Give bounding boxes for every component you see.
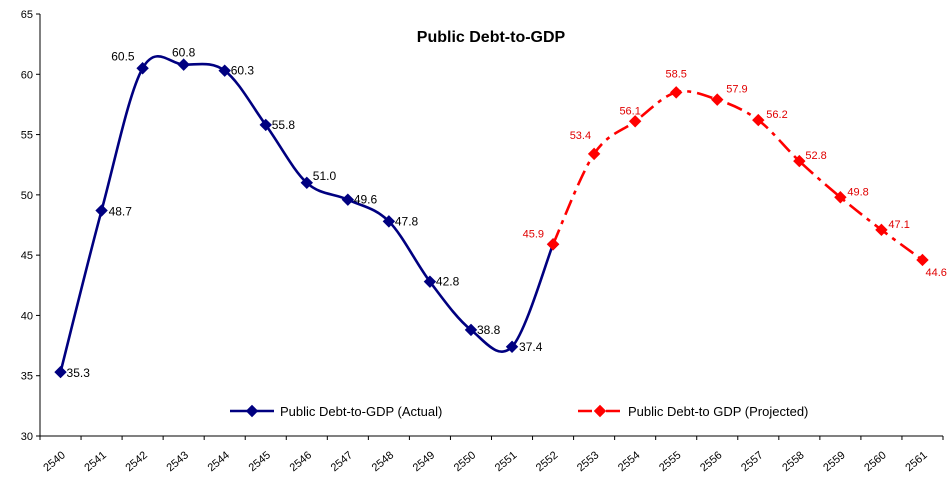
data-label: 56.2	[766, 109, 787, 121]
series-line	[551, 90, 924, 262]
data-label: 60.3	[231, 64, 255, 78]
data-point-marker	[300, 176, 314, 190]
x-tick-label: 2547	[329, 449, 355, 474]
x-tick-label: 2541	[82, 449, 108, 474]
x-tick-label: 2550	[452, 449, 478, 474]
data-label: 35.3	[67, 366, 91, 380]
legend-marker	[593, 404, 607, 418]
x-tick-label: 2561	[903, 449, 929, 474]
data-point-marker	[177, 58, 190, 71]
data-point-marker	[793, 154, 806, 168]
data-point-marker	[54, 365, 67, 379]
x-tick-label: 2549	[411, 449, 437, 474]
data-label: 47.1	[888, 219, 909, 231]
data-point-marker	[505, 340, 519, 353]
x-tick-label: 2554	[616, 449, 642, 474]
x-tick-label: 2540	[41, 449, 67, 474]
chart-legend: Public Debt-to-GDP (Actual) Public Debt-t…	[230, 404, 808, 419]
legend-marker	[245, 404, 259, 418]
data-label: 49.6	[354, 193, 378, 207]
x-tick-label: 2560	[862, 449, 888, 474]
data-label: 37.4	[519, 340, 543, 354]
legend-label: Public Debt-to GDP (Projected)	[628, 404, 808, 419]
x-tick-label: 2559	[821, 449, 847, 474]
data-label: 51.0	[313, 169, 337, 183]
data-label: 57.9	[726, 84, 747, 96]
data-point-marker	[875, 223, 888, 237]
data-point-marker	[136, 62, 149, 75]
x-tick-label: 2557	[739, 449, 765, 474]
data-point-marker	[711, 93, 724, 106]
x-tick-label: 2555	[657, 449, 683, 474]
data-point-marker	[259, 118, 272, 132]
data-point-marker	[669, 86, 683, 99]
y-tick-label: 45	[21, 250, 33, 262]
data-point-marker	[423, 275, 437, 288]
chart-title: Public Debt-to-GDP	[417, 29, 566, 46]
data-point-marker	[834, 191, 847, 204]
data-label: 48.7	[109, 205, 133, 219]
data-point-marker	[464, 323, 478, 337]
data-label: 60.5	[111, 49, 135, 63]
data-point-marker	[341, 193, 355, 206]
x-tick-label: 2545	[247, 449, 273, 474]
series-actual: 35.3 48.7 60.5 60.8 60.3 55.8 51.0 49.6 47.8 42.8…	[54, 46, 560, 380]
data-label: 58.5	[665, 68, 686, 80]
data-point-marker	[382, 215, 396, 228]
series-projected: 45.9 53.4 56.1 58.5 57.9 56.2 52.8 49.8 47.1 44.6	[523, 68, 947, 279]
data-point-marker	[587, 147, 601, 161]
x-tick-label: 2543	[164, 449, 190, 474]
data-label: 42.8	[436, 275, 460, 289]
data-label: 60.8	[172, 46, 196, 60]
data-label: 47.8	[395, 214, 419, 228]
data-point-marker	[95, 204, 108, 217]
y-tick-label: 65	[21, 9, 33, 21]
data-label: 55.8	[272, 118, 296, 132]
x-tick-label: 2546	[288, 449, 314, 474]
data-label: 56.1	[619, 105, 640, 117]
y-tick-label: 55	[21, 130, 33, 142]
y-tick-label: 50	[21, 190, 33, 202]
legend-label: Public Debt-to-GDP (Actual)	[280, 404, 442, 419]
data-point-marker	[916, 253, 929, 267]
x-tick-label: 2558	[780, 449, 806, 474]
x-tick-label: 2544	[206, 449, 232, 474]
y-tick-label: 60	[21, 69, 33, 81]
y-tick-label: 35	[21, 371, 33, 383]
y-tick-label: 30	[21, 431, 33, 443]
chart-series: 35.3 48.7 60.5 60.8 60.3 55.8 51.0 49.6 47.8 42.8…	[54, 46, 947, 380]
x-tick-label: 2548	[370, 449, 396, 474]
x-tick-label: 2552	[534, 449, 560, 474]
x-tick-label: 2556	[698, 449, 724, 474]
x-tick-label: 2553	[575, 449, 601, 474]
x-tick-label: 2542	[123, 449, 149, 474]
data-label: 52.8	[805, 150, 826, 162]
data-label: 49.8	[847, 186, 868, 198]
data-point-marker	[752, 113, 765, 127]
x-tick-label: 2551	[493, 449, 519, 474]
data-label: 53.4	[570, 130, 591, 142]
data-label: 45.9	[523, 228, 544, 240]
data-label: 44.6	[925, 267, 946, 279]
data-point-marker	[546, 238, 560, 251]
y-tick-label: 40	[21, 310, 33, 322]
data-point-marker	[218, 64, 231, 77]
data-label: 38.8	[477, 323, 501, 337]
data-point-marker	[628, 115, 642, 128]
